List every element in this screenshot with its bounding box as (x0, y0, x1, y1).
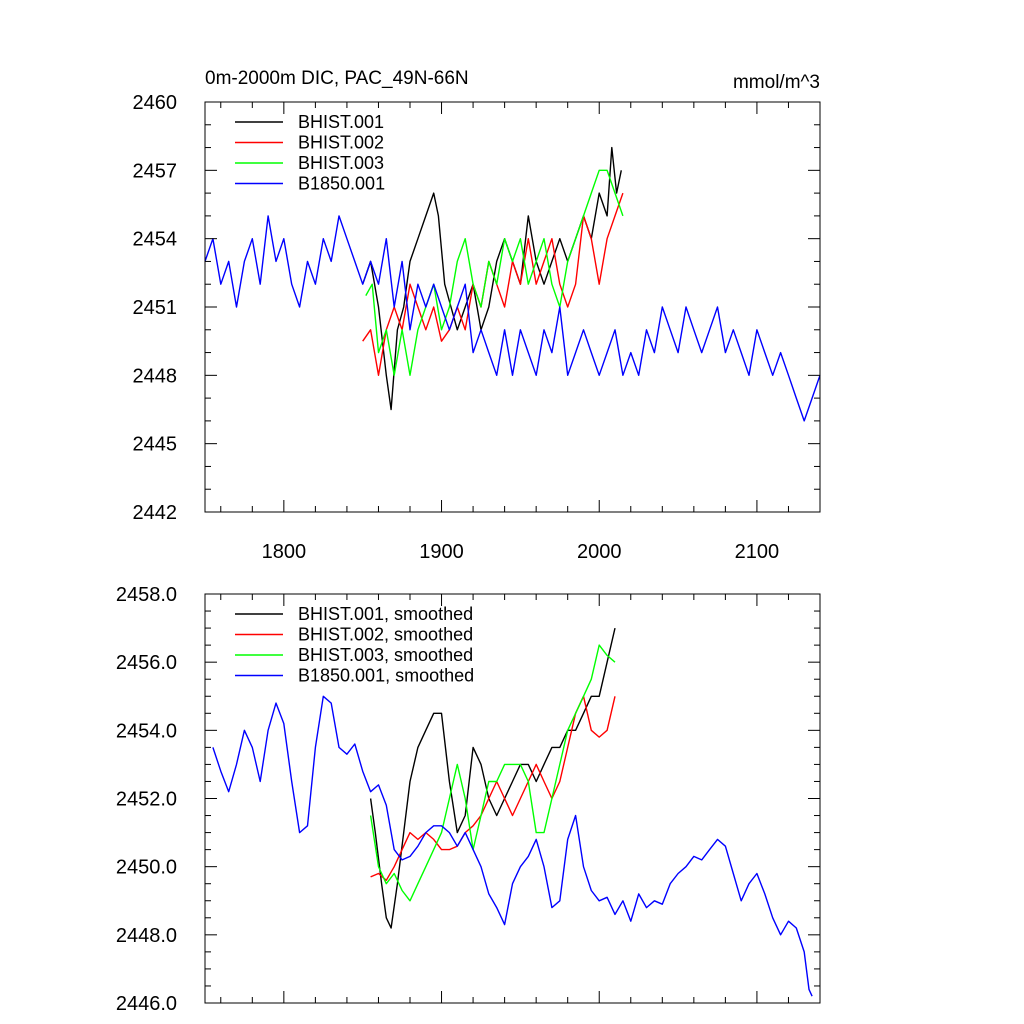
panel-top-y-tick-label: 2442 (133, 502, 178, 524)
panel-bottom-y-tick-labels: 2446.0 2448.0 2450.0 2452.0 2454.0 2456.0 2458… (116, 584, 177, 1015)
panel-bottom-legend-label: BHIST.001, smoothed (298, 604, 473, 624)
panel-bottom-series-2-line (370, 695, 616, 881)
panel-top-y-tick-label: 2457 (133, 160, 178, 182)
panel-bottom-y-tick-label: 2450.0 (116, 857, 177, 879)
panel-top-y-tick-label: 2460 (133, 92, 178, 114)
panel-bottom-legend-label: B1850.001, smoothed (298, 666, 474, 686)
panel-bottom-y-tick-label: 2452.0 (116, 789, 177, 811)
panel-top-x-tick-labels: 1800 1900 2000 2100 (262, 541, 780, 563)
panel-bottom-series-4-line (212, 695, 813, 997)
panel-top-series (204, 146, 821, 422)
panel-bottom: 2446.0 2448.0 2450.0 2452.0 2454.0 2456.0 2458… (116, 584, 821, 1015)
panel-bottom-legend-label: BHIST.003, smoothed (298, 645, 473, 665)
panel-top-legend-label: BHIST.003 (298, 153, 384, 173)
panel-top-legend-label: B1850.001 (298, 174, 385, 194)
panel-top-legend-label: BHIST.002 (298, 133, 384, 153)
panel-top: 0m-2000m DIC, PAC_49N-66N mmol/m^3 24422… (133, 68, 821, 563)
panel-top-y-tick-label: 2451 (133, 297, 178, 319)
panel-top-x-tick-label: 2100 (735, 541, 780, 563)
panel-top-y-tick-labels: 2442 2445 2448 2451 2454 2457 2460 (133, 92, 178, 524)
panel-bottom-series-3-line (369, 644, 616, 902)
panel-bottom-series (212, 627, 813, 997)
panel-bottom-y-tick-label: 2448.0 (116, 925, 177, 947)
panel-top-ticks (205, 101, 821, 513)
panel-top-x-tick-label: 1900 (419, 541, 464, 563)
panel-top-series-3-line (365, 169, 624, 376)
panel-bottom-legend-label: BHIST.002, smoothed (298, 625, 473, 645)
panel-top-x-tick-label: 2000 (577, 541, 622, 563)
panel-top-units: mmol/m^3 (733, 72, 820, 93)
panel-top-y-tick-label: 2448 (133, 365, 178, 387)
panel-top-x-tick-label: 1800 (262, 541, 307, 563)
panel-bottom-y-tick-label: 2446.0 (116, 993, 177, 1015)
panel-bottom-y-tick-label: 2456.0 (116, 652, 177, 674)
panel-top-series-4-line (204, 215, 821, 422)
panel-bottom-y-tick-label: 2458.0 (116, 584, 177, 606)
panel-top-y-tick-label: 2454 (133, 229, 178, 251)
panel-top-legend-label: BHIST.001 (298, 112, 384, 132)
panel-bottom-y-tick-label: 2454.0 (116, 720, 177, 742)
panel-bottom-ticks (205, 593, 821, 1004)
panel-top-y-tick-label: 2445 (133, 434, 178, 456)
panel-top-title: 0m-2000m DIC, PAC_49N-66N (205, 68, 469, 89)
